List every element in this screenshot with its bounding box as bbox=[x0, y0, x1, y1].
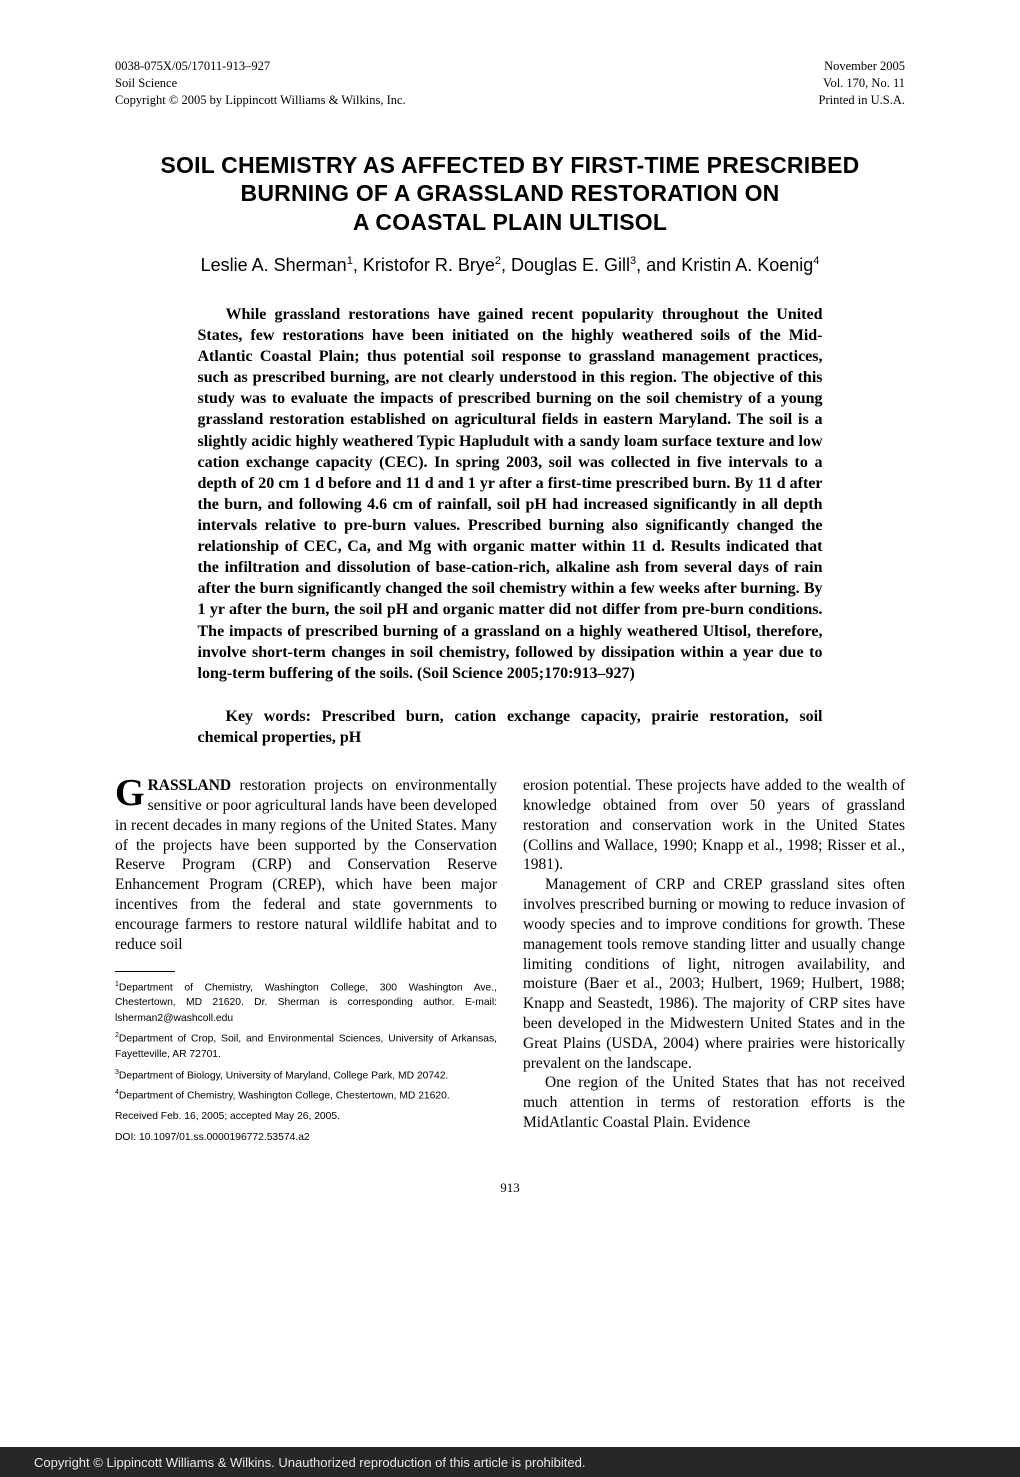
affiliation-3: 3Department of Biology, University of Ma… bbox=[115, 1068, 497, 1084]
body-paragraph-3: Management of CRP and CREP grassland sit… bbox=[523, 875, 905, 1073]
header-volume: Vol. 170, No. 11 bbox=[819, 75, 905, 92]
title-line-2: BURNING OF A GRASSLAND RESTORATION ON bbox=[241, 180, 780, 206]
doi: DOI: 10.1097/01.ss.0000196772.53574.a2 bbox=[115, 1130, 497, 1145]
body-p1-rest: restoration projects on environmentally … bbox=[115, 777, 497, 953]
header-date: November 2005 bbox=[819, 58, 905, 75]
journal-header: 0038-075X/05/17011-913–927 Soil Science … bbox=[115, 58, 905, 109]
title-line-3: A COASTAL PLAIN ULTISOL bbox=[353, 209, 667, 235]
header-right: November 2005 Vol. 170, No. 11 Printed i… bbox=[819, 58, 905, 109]
body-paragraph-1: GRASSLAND restoration projects on enviro… bbox=[115, 776, 497, 954]
affiliation-2: 2Department of Crop, Soil, and Environme… bbox=[115, 1031, 497, 1062]
header-copyright: Copyright © 2005 by Lippincott Williams … bbox=[115, 92, 406, 109]
header-issn: 0038-075X/05/17011-913–927 bbox=[115, 58, 406, 75]
column-right: erosion potential. These projects have a… bbox=[523, 776, 905, 1150]
affiliation-rule bbox=[115, 971, 175, 972]
article-title: SOIL CHEMISTRY AS AFFECTED BY FIRST-TIME… bbox=[115, 151, 905, 237]
abstract: While grassland restorations have gained… bbox=[198, 304, 823, 684]
abstract-text: While grassland restorations have gained… bbox=[198, 304, 823, 684]
header-journal: Soil Science bbox=[115, 75, 406, 92]
received-date: Received Feb. 16, 2005; accepted May 26,… bbox=[115, 1109, 497, 1124]
body-paragraph-2: erosion potential. These projects have a… bbox=[523, 776, 905, 875]
header-left: 0038-075X/05/17011-913–927 Soil Science … bbox=[115, 58, 406, 109]
copyright-bar: Copyright © Lippincott Williams & Wilkin… bbox=[0, 1447, 1020, 1477]
title-line-1: SOIL CHEMISTRY AS AFFECTED BY FIRST-TIME… bbox=[161, 152, 860, 178]
keywords-text: Key words: Prescribed burn, cation excha… bbox=[198, 708, 823, 746]
affiliation-1: 1Department of Chemistry, Washington Col… bbox=[115, 980, 497, 1027]
dropcap-letter: G bbox=[115, 776, 148, 809]
affiliation-4: 4Department of Chemistry, Washington Col… bbox=[115, 1088, 497, 1104]
column-left: GRASSLAND restoration projects on enviro… bbox=[115, 776, 497, 1150]
author-list: Leslie A. Sherman1, Kristofor R. Brye2, … bbox=[115, 255, 905, 276]
keywords: Key words: Prescribed burn, cation excha… bbox=[198, 706, 823, 748]
page-number: 913 bbox=[115, 1180, 905, 1196]
affiliations: 1Department of Chemistry, Washington Col… bbox=[115, 980, 497, 1146]
dropcap-word: RASSLAND bbox=[148, 777, 232, 794]
header-printed: Printed in U.S.A. bbox=[819, 92, 905, 109]
body-columns: GRASSLAND restoration projects on enviro… bbox=[115, 776, 905, 1150]
body-paragraph-4: One region of the United States that has… bbox=[523, 1073, 905, 1132]
